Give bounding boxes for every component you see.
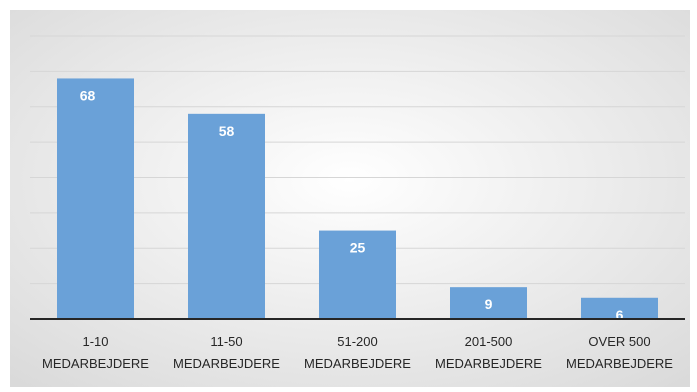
data-label: 58	[219, 123, 235, 139]
data-label: 6	[616, 307, 624, 323]
data-label: 68	[80, 87, 96, 103]
bar	[188, 114, 265, 319]
x-tick-label: 11-50	[210, 334, 242, 349]
data-label: 25	[350, 240, 366, 256]
bar	[57, 78, 134, 319]
x-tick-label: 1-10	[82, 334, 108, 349]
x-tick-label: MEDARBEJDERE	[173, 356, 280, 371]
x-tick-label: OVER 500	[588, 334, 650, 349]
data-label: 9	[485, 296, 493, 312]
x-tick-label: MEDARBEJDERE	[42, 356, 149, 371]
x-tick-label: MEDARBEJDERE	[304, 356, 411, 371]
x-tick-label: MEDARBEJDERE	[435, 356, 542, 371]
x-tick-label: MEDARBEJDERE	[566, 356, 673, 371]
x-tick-label: 201-500	[465, 334, 513, 349]
x-tick-label: 51-200	[337, 334, 377, 349]
